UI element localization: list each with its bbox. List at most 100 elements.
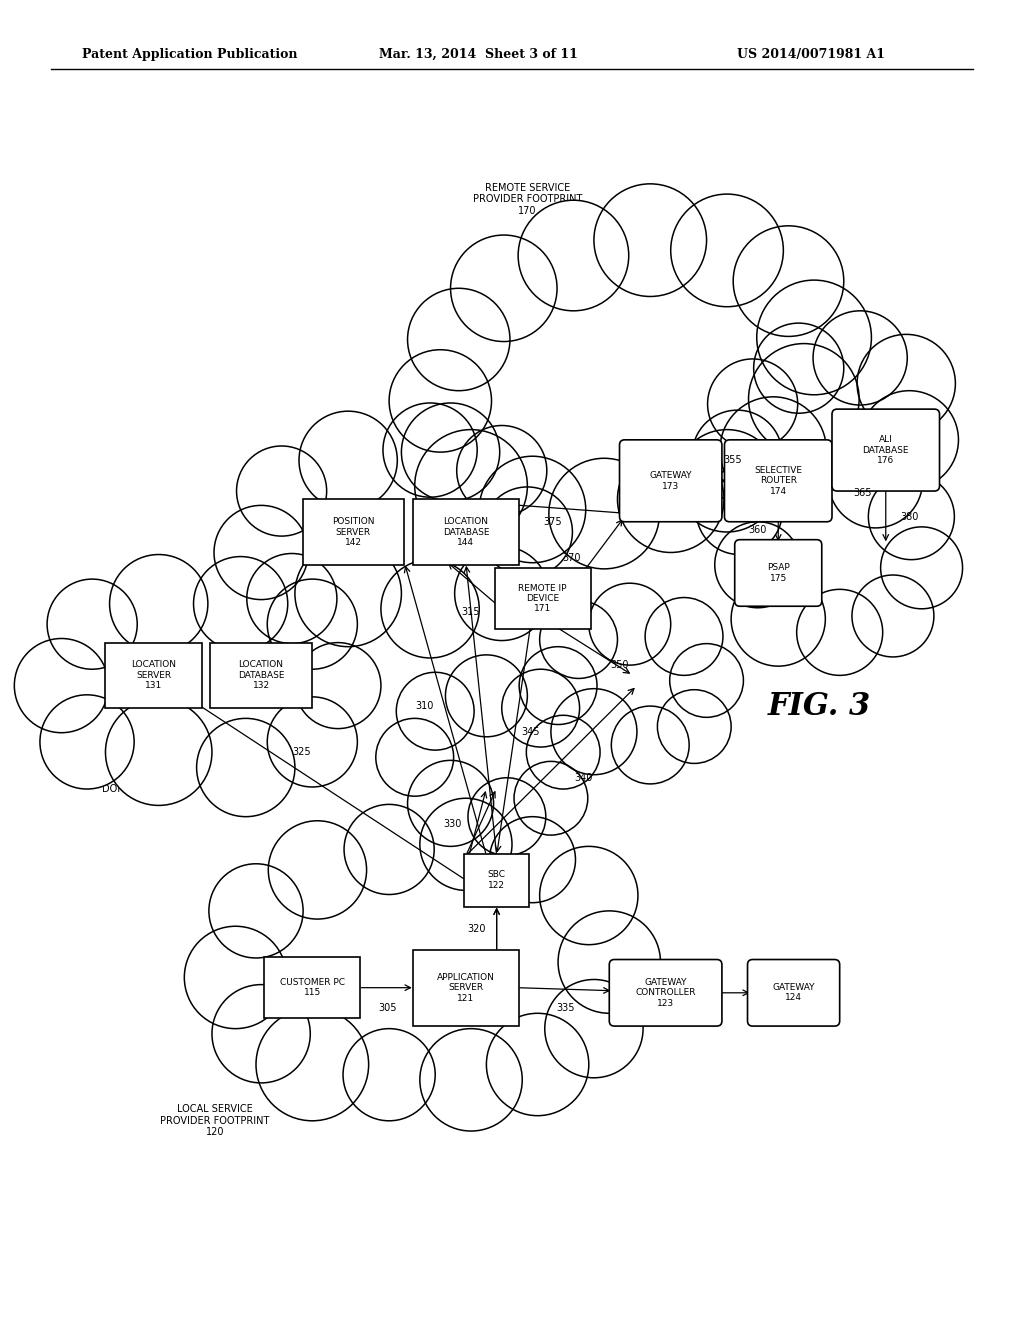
Circle shape [212,985,310,1082]
Circle shape [299,411,397,510]
Text: E911 SERVICE
BUREAU
140: E911 SERVICE BUREAU 140 [278,607,347,640]
Circle shape [708,359,798,449]
FancyBboxPatch shape [413,499,519,565]
Circle shape [868,474,954,560]
Text: 310: 310 [416,701,434,711]
Circle shape [594,183,707,297]
Circle shape [881,527,963,609]
Text: SBC
122: SBC 122 [487,870,506,890]
Circle shape [482,487,572,577]
Circle shape [40,694,134,789]
Ellipse shape [735,370,940,616]
Circle shape [813,310,907,405]
Circle shape [455,546,549,640]
FancyBboxPatch shape [735,540,822,606]
FancyBboxPatch shape [464,854,529,907]
Text: 325: 325 [293,747,311,758]
Circle shape [396,672,474,750]
Circle shape [589,583,671,665]
Circle shape [105,698,212,805]
Circle shape [518,201,629,310]
Ellipse shape [435,235,824,502]
Circle shape [551,689,637,775]
Circle shape [256,1008,369,1121]
Circle shape [401,403,500,502]
FancyBboxPatch shape [831,409,940,491]
Circle shape [295,540,401,647]
Circle shape [671,194,783,306]
Text: 355: 355 [723,455,741,466]
Circle shape [383,403,477,498]
Text: LOCATION
DATABASE
144: LOCATION DATABASE 144 [442,517,489,546]
FancyBboxPatch shape [748,960,840,1026]
Text: SELECTIVE
ROUTER
174: SELECTIVE ROUTER 174 [755,466,802,496]
Circle shape [197,718,295,817]
Circle shape [389,350,492,453]
Text: 365: 365 [853,488,871,498]
Circle shape [670,644,743,717]
Circle shape [267,697,357,787]
Circle shape [408,288,510,391]
Circle shape [749,343,859,454]
Circle shape [828,434,923,528]
Circle shape [408,760,494,846]
Circle shape [514,762,588,836]
Circle shape [502,669,580,747]
Circle shape [247,553,337,644]
Text: CUSTOMER PC
115: CUSTOMER PC 115 [280,978,345,998]
Circle shape [696,469,782,554]
Text: REMOTE IP
DEVICE
171: REMOTE IP DEVICE 171 [518,583,567,614]
Text: FIG. 3: FIG. 3 [768,690,870,722]
Circle shape [451,235,557,342]
Circle shape [267,579,357,669]
Text: 335: 335 [556,1003,574,1014]
Text: US 2014/0071981 A1: US 2014/0071981 A1 [737,48,886,61]
Text: Patent Application Publication: Patent Application Publication [82,48,297,61]
Text: 360: 360 [749,525,767,535]
Text: 330: 330 [443,818,462,829]
Circle shape [489,817,575,903]
Circle shape [731,572,825,667]
Text: 320: 320 [467,924,485,935]
Circle shape [381,560,479,657]
Text: 345: 345 [521,727,540,737]
Circle shape [692,411,782,500]
FancyBboxPatch shape [303,499,404,565]
Circle shape [645,598,723,676]
Text: PSAP
175: PSAP 175 [767,564,790,582]
Circle shape [420,1028,522,1131]
Ellipse shape [46,594,353,758]
Circle shape [676,429,778,532]
Ellipse shape [551,626,715,744]
FancyBboxPatch shape [725,440,831,521]
Circle shape [110,554,208,653]
Circle shape [344,804,434,895]
Circle shape [445,655,527,737]
Circle shape [468,777,546,855]
Circle shape [479,457,586,562]
Circle shape [617,446,724,553]
FancyBboxPatch shape [609,960,722,1026]
Text: 315: 315 [462,607,480,616]
Circle shape [420,799,512,891]
Text: APPLICATION
SERVER
121: APPLICATION SERVER 121 [437,973,495,1003]
Text: LOCATION
DATABASE
132: LOCATION DATABASE 132 [238,660,285,690]
Circle shape [343,1028,435,1121]
Circle shape [733,226,844,337]
Circle shape [757,280,871,395]
Text: 380: 380 [900,512,919,521]
FancyBboxPatch shape [264,957,360,1018]
Text: 375: 375 [544,516,562,527]
Text: NETWORK
150: NETWORK 150 [441,816,490,838]
FancyBboxPatch shape [495,569,591,628]
Text: REMOTE SERVICE
PROVIDER FOOTPRINT
170: REMOTE SERVICE PROVIDER FOOTPRINT 170 [473,182,582,215]
Circle shape [457,425,547,516]
Circle shape [526,715,600,789]
Text: 350: 350 [610,660,629,671]
Circle shape [415,429,527,543]
Circle shape [549,458,659,569]
Text: GATEWAY
173: GATEWAY 173 [649,471,692,491]
Circle shape [519,647,597,725]
Text: GATEWAY
124: GATEWAY 124 [772,983,815,1002]
Circle shape [860,391,958,488]
